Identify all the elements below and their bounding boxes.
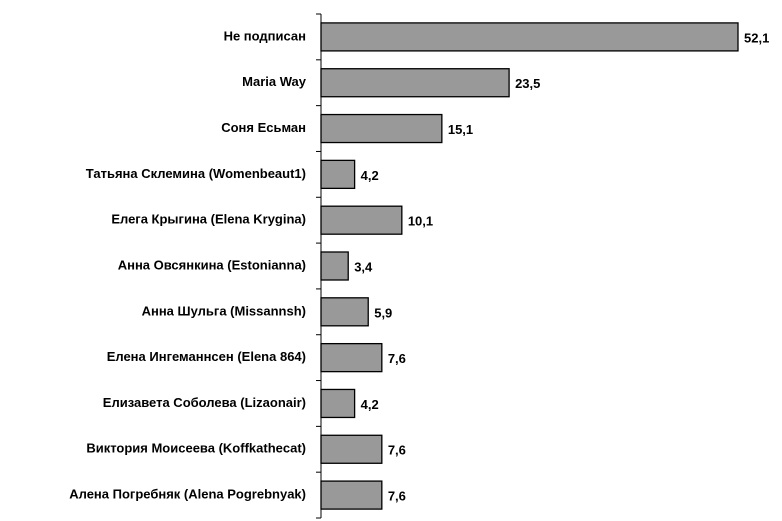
category-label: Елега Крыгина (Elena Krygina) — [111, 212, 306, 227]
value-label: 3,4 — [354, 259, 373, 274]
bar — [320, 251, 349, 281]
category-label: Анна Овсянкина (Estonianna) — [118, 257, 306, 272]
value-label: 15,1 — [448, 122, 473, 137]
bar — [320, 113, 443, 144]
value-label: 5,9 — [374, 305, 392, 320]
category-label: Алена Погребняк (Alena Pogrebnyak) — [69, 487, 306, 502]
bar — [320, 388, 356, 419]
bar — [320, 342, 383, 373]
value-label: 4,2 — [361, 168, 379, 183]
category-label: Не подписан — [224, 28, 306, 43]
bar — [320, 297, 369, 327]
value-label: 7,6 — [388, 351, 406, 366]
value-label: 7,6 — [388, 489, 406, 504]
bar — [320, 480, 383, 510]
bar — [320, 205, 403, 235]
bar — [320, 22, 739, 52]
value-label: 52,1 — [744, 30, 769, 45]
category-label: Анна Шульга (Missannsh) — [142, 303, 306, 318]
category-label: Татьяна Склемина (Womenbeaut1) — [86, 166, 306, 181]
value-label: 23,5 — [515, 76, 540, 91]
value-label: 10,1 — [408, 214, 433, 229]
category-label: Соня Есьман — [221, 120, 306, 135]
bar — [320, 68, 510, 98]
category-label: Maria Way — [242, 74, 307, 89]
value-label: 7,6 — [388, 443, 406, 458]
value-label: 4,2 — [361, 397, 379, 412]
bar — [320, 434, 383, 464]
category-label: Виктория Моисеева (Koffkathecat) — [86, 441, 306, 456]
bar — [320, 159, 356, 190]
category-label: Елена Ингеманнсен (Elena 864) — [107, 349, 306, 364]
category-label: Елизавета Соболева (Lizaonair) — [103, 395, 306, 410]
